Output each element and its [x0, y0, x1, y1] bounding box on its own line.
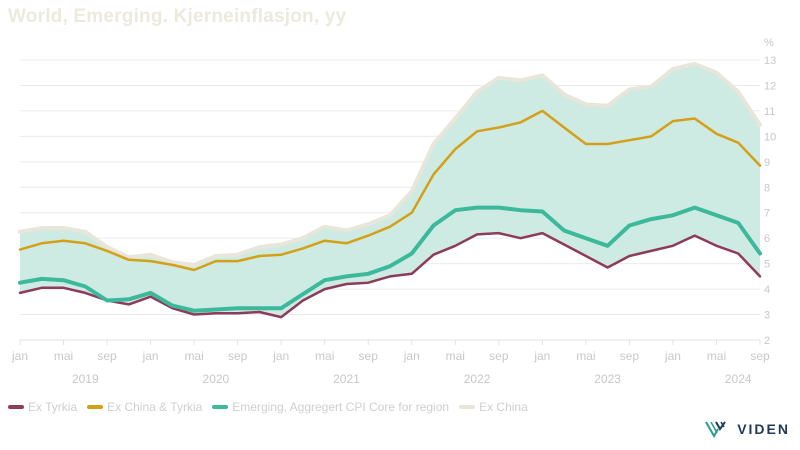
x-year-label: 2020 [203, 372, 230, 386]
series-line-ex-china-tyrkia [18, 109, 762, 272]
legend-label: Ex Tyrkia [28, 400, 78, 414]
band-area [20, 63, 760, 318]
y-tick-label: 13 [764, 55, 776, 67]
y-tick-label: 12 [764, 80, 776, 92]
y-tick-label: 8 [764, 182, 770, 194]
legend-swatch [212, 405, 229, 409]
legend-item-emerging-aggregate[interactable]: Emerging, Aggregert CPI Core for region [212, 400, 449, 414]
x-tick-label: mai [446, 349, 465, 363]
y-tick-label: 6 [764, 233, 770, 245]
x-tick-label: mai [54, 349, 73, 363]
x-tick-label: sep [620, 349, 640, 363]
y-tick-label: 10 [764, 131, 776, 143]
chart-title: World, Emerging. Kjerneinflasjon, yy [8, 6, 347, 27]
series-line-ex-china [18, 61, 762, 267]
y-tick-label: 2 [764, 335, 770, 347]
legend-label: Ex China [479, 400, 528, 414]
y-tick-label: 11 [764, 106, 775, 118]
y-tick-label: 3 [764, 310, 770, 322]
legend-swatch [87, 405, 104, 409]
x-tick-label: sep [750, 349, 770, 363]
viden-logo-text: VIDEN [737, 421, 790, 437]
x-year-label: 2019 [72, 372, 99, 386]
x-tick-label: sep [228, 349, 248, 363]
legend: Ex Tyrkia Ex China & Tyrkia Emerging, Ag… [8, 400, 528, 414]
y-tick-label: 9 [764, 157, 770, 169]
x-year-label: 2021 [333, 372, 360, 386]
legend-item-ex-china[interactable]: Ex China [459, 400, 528, 414]
x-tick-label: jan [142, 349, 159, 363]
x-tick-label: mai [576, 349, 595, 363]
legend-swatch [8, 405, 24, 409]
x-tick-label: mai [707, 349, 726, 363]
x-year-label: 2023 [594, 372, 621, 386]
legend-swatch [459, 405, 476, 409]
legend-item-ex-china-tyrkia[interactable]: Ex China & Tyrkia [87, 400, 202, 414]
x-tick-label: jan [11, 349, 28, 363]
legend-label: Ex China & Tyrkia [107, 400, 203, 414]
y-tick-label: 7 [764, 208, 770, 220]
series-layer [18, 61, 762, 319]
viden-logo-icon [705, 421, 727, 438]
y-tick-label: 4 [764, 284, 770, 296]
x-tick-label: jan [664, 349, 681, 363]
x-tick-label: mai [184, 349, 203, 363]
x-tick-label: mai [315, 349, 334, 363]
axis-layer: 2 3 4 5 6 7 8 9 10 11 12 13% jan mai sep jan mai sep jan ma… [11, 37, 776, 386]
x-year-label: 2022 [464, 372, 491, 386]
x-tick-label: jan [533, 349, 550, 363]
series-line-emerging-aggregert-cpi-core-for-region [18, 205, 762, 313]
legend-label: Emerging, Aggregert CPI Core for region [232, 400, 450, 414]
x-tick-label: sep [97, 349, 117, 363]
chart-svg: 2 3 4 5 6 7 8 9 10 11 12 13% jan mai sep jan mai sep jan ma… [11, 37, 776, 386]
legend-item-ex-tyrkia[interactable]: Ex Tyrkia [8, 400, 77, 414]
x-year-label: 2024 [725, 372, 752, 386]
series-line-ex-tyrkia [18, 231, 762, 319]
band-layer [20, 63, 760, 318]
y-unit-label: % [764, 37, 774, 49]
y-tick-label: 5 [764, 259, 770, 271]
x-tick-label: sep [359, 349, 379, 363]
x-tick-label: jan [272, 349, 289, 363]
viden-logo: VIDEN [705, 420, 790, 438]
x-tick-label: sep [489, 349, 509, 363]
x-tick-label: jan [403, 349, 420, 363]
